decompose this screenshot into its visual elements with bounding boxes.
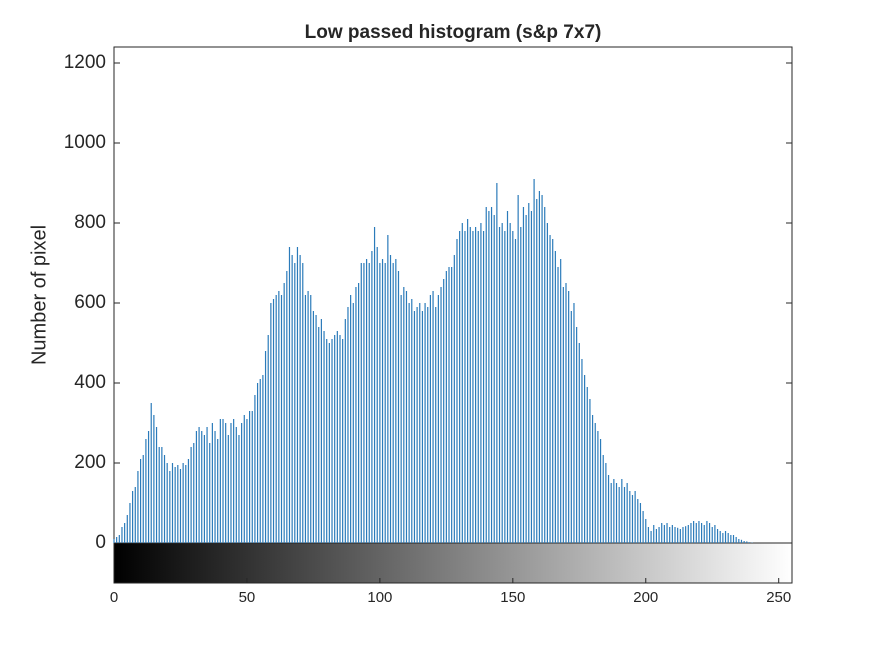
chart-title: Low passed histogram (s&p 7x7): [305, 22, 602, 43]
axes-box: [113, 46, 793, 544]
y-tick-label: 800: [74, 212, 106, 233]
x-tick-label: 0: [110, 589, 118, 606]
x-tick-label: 150: [500, 589, 525, 606]
x-tick-label: 250: [766, 589, 791, 606]
y-tick-label: 200: [74, 452, 106, 473]
colorbar: [113, 542, 793, 584]
y-tick-label: 0: [95, 532, 106, 553]
y-tick-label: 1000: [64, 132, 106, 153]
y-tick-label: 600: [74, 292, 106, 313]
y-tick-label: 1200: [64, 52, 106, 73]
x-tick-label: 100: [367, 589, 392, 606]
x-tick-label: 50: [239, 589, 256, 606]
y-tick-label: 400: [74, 372, 106, 393]
y-axis-label: Number of pixel: [28, 225, 50, 365]
x-tick-label: 200: [633, 589, 658, 606]
